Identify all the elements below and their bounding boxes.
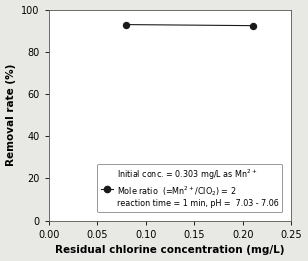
Legend: Initial conc. = 0.303 mg/L as Mn$^{2+}$
Mole ratio  (=Mn$^{2+}$/ClO$_{2}$) = 2
r: Initial conc. = 0.303 mg/L as Mn$^{2+}$ … <box>97 163 282 212</box>
X-axis label: Residual chlorine concentration (mg/L): Residual chlorine concentration (mg/L) <box>55 245 285 255</box>
Y-axis label: Removal rate (%): Removal rate (%) <box>6 64 16 167</box>
